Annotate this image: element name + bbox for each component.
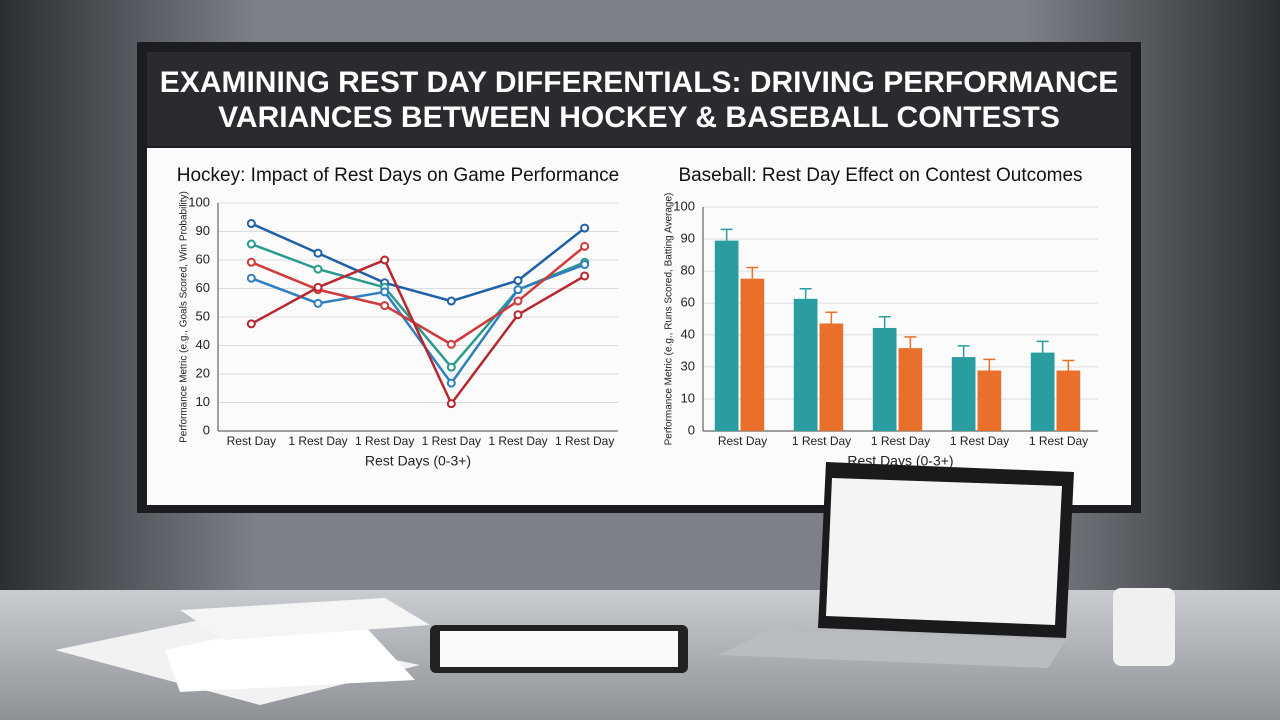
point bbox=[313, 298, 323, 308]
point bbox=[313, 282, 323, 292]
y-axis-label: Performance Metric (e.g., Runs Scored, B… bbox=[664, 193, 675, 446]
bar bbox=[977, 370, 1002, 431]
error-bar bbox=[878, 316, 891, 328]
point bbox=[246, 239, 256, 249]
point bbox=[246, 273, 256, 283]
y-tick-label: 90 bbox=[196, 223, 210, 238]
bar bbox=[1056, 370, 1081, 431]
y-tick-label: 100 bbox=[188, 194, 210, 209]
point bbox=[513, 276, 523, 286]
point bbox=[246, 257, 256, 267]
point bbox=[380, 255, 390, 265]
y-tick-label: 0 bbox=[688, 422, 695, 437]
y-tick-label: 60 bbox=[681, 295, 695, 310]
point bbox=[246, 219, 256, 229]
main-title-line: EXAMINING REST DAY DIFFERENTIALS: DRIVIN… bbox=[160, 66, 1118, 99]
point bbox=[380, 301, 390, 311]
error-bar bbox=[825, 311, 838, 324]
x-tick-label: 1 Rest Day bbox=[555, 434, 614, 448]
x-tick-label: 1 Rest Day bbox=[355, 434, 414, 448]
chart-title: Hockey: Impact of Rest Days on Game Perf… bbox=[177, 165, 619, 186]
bar bbox=[740, 278, 765, 431]
error-bar bbox=[957, 345, 970, 358]
line bbox=[250, 222, 586, 303]
laptop-screen bbox=[826, 478, 1062, 625]
point bbox=[580, 241, 590, 251]
point bbox=[380, 287, 390, 297]
point bbox=[513, 285, 523, 295]
point bbox=[246, 319, 256, 329]
point bbox=[313, 248, 323, 258]
bar bbox=[793, 298, 818, 431]
y-tick-label: 40 bbox=[681, 326, 695, 341]
point bbox=[446, 378, 456, 388]
main-title-line: VARIANCES BETWEEN HOCKEY & BASEBALL CONT… bbox=[218, 101, 1060, 134]
error-bar bbox=[720, 228, 733, 241]
header-band bbox=[147, 52, 1131, 146]
y-tick-label: 80 bbox=[681, 263, 695, 278]
point bbox=[313, 264, 323, 274]
y-tick-label: 10 bbox=[196, 394, 210, 409]
screen-content bbox=[147, 148, 1131, 505]
x-axis-label: Rest Days (0-3+) bbox=[365, 453, 471, 469]
point bbox=[446, 339, 456, 349]
point bbox=[580, 260, 590, 270]
bar bbox=[714, 240, 739, 431]
line bbox=[250, 258, 586, 407]
bar bbox=[898, 348, 923, 431]
bar bbox=[951, 357, 976, 431]
point bbox=[446, 362, 456, 372]
y-tick-label: 90 bbox=[681, 230, 695, 245]
y-tick-label: 0 bbox=[203, 422, 210, 437]
x-tick-label: 1 Rest Day bbox=[488, 434, 547, 448]
point bbox=[513, 310, 523, 320]
line bbox=[250, 263, 586, 386]
tablet-screen bbox=[440, 631, 678, 667]
x-tick-label: 1 Rest Day bbox=[422, 434, 481, 448]
y-tick-label: 100 bbox=[673, 198, 695, 213]
x-tick-label: Rest Day bbox=[718, 434, 767, 448]
y-tick-label: 40 bbox=[196, 337, 210, 352]
x-tick-label: Rest Day bbox=[227, 434, 276, 448]
charts: Hockey: Impact of Rest Days on Game Perf… bbox=[177, 165, 1098, 469]
error-bar bbox=[1062, 359, 1075, 371]
paper bbox=[180, 598, 430, 640]
line bbox=[250, 245, 586, 346]
error-bar bbox=[1036, 340, 1049, 353]
point bbox=[580, 223, 590, 233]
mug bbox=[1113, 588, 1175, 666]
x-tick-label: 1 Rest Day bbox=[288, 434, 347, 448]
y-tick-label: 20 bbox=[196, 365, 210, 380]
y-tick-label: 50 bbox=[196, 308, 210, 323]
x-tick-label: 1 Rest Day bbox=[871, 434, 930, 448]
error-bar bbox=[746, 266, 759, 279]
y-axis-label: Performance Metric (e.g., Goals Scored, … bbox=[179, 191, 190, 443]
y-tick-label: 10 bbox=[681, 390, 695, 405]
x-tick-label: 1 Rest Day bbox=[792, 434, 851, 448]
laptop-base bbox=[718, 630, 1066, 668]
error-bar bbox=[983, 358, 996, 371]
bar bbox=[1030, 352, 1055, 431]
point bbox=[446, 296, 456, 306]
point bbox=[446, 399, 456, 409]
chart-title: Baseball: Rest Day Effect on Contest Out… bbox=[678, 165, 1082, 186]
error-bar bbox=[904, 336, 917, 349]
error-bar bbox=[799, 288, 812, 299]
point bbox=[513, 296, 523, 306]
x-tick-label: 1 Rest Day bbox=[1029, 434, 1088, 448]
bar bbox=[872, 327, 897, 431]
bar bbox=[819, 323, 844, 431]
x-tick-label: 1 Rest Day bbox=[950, 434, 1009, 448]
point bbox=[580, 271, 590, 281]
y-tick-label: 60 bbox=[196, 251, 210, 266]
y-tick-label: 30 bbox=[681, 358, 695, 373]
y-tick-label: 60 bbox=[196, 280, 210, 295]
